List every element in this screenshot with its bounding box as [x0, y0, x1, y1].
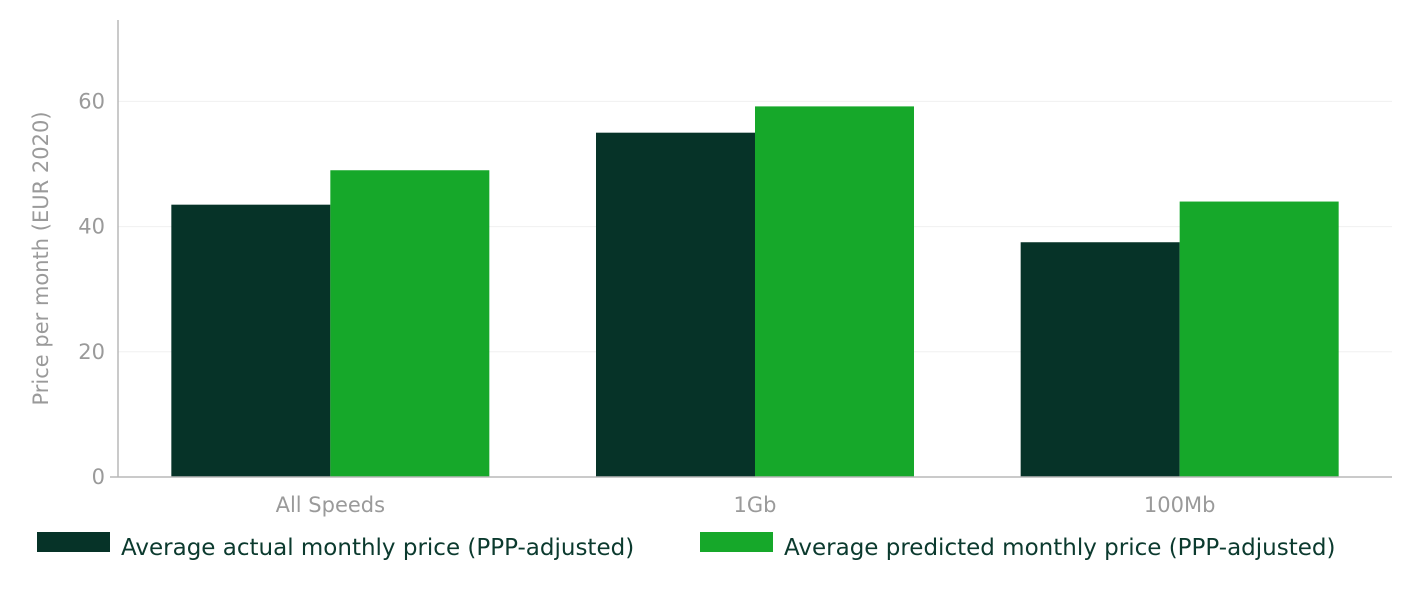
x-tick-label: 100Mb	[1144, 493, 1216, 517]
x-tick-label: All Speeds	[276, 493, 385, 517]
y-tick-label: 0	[92, 465, 105, 489]
bar-predicted-0	[330, 170, 490, 477]
legend-label-actual: Average actual monthly price (PPP-adjust…	[121, 535, 634, 561]
y-tick-labels: 0 20 40 60	[78, 89, 105, 489]
y-tick-label: 60	[78, 89, 105, 113]
bar-predicted-1	[755, 106, 914, 477]
bar-actual-0	[171, 204, 331, 477]
bar-actual-2	[1020, 242, 1180, 477]
x-tick-labels: All Speeds 1Gb 100Mb	[276, 493, 1216, 517]
y-axis-title: Price per month (EUR 2020)	[29, 111, 53, 405]
bar-actual-1	[596, 132, 755, 477]
y-tick-label: 40	[78, 215, 105, 239]
legend-label-predicted: Average predicted monthly price (PPP-adj…	[784, 535, 1335, 561]
legend-swatch-actual	[37, 532, 110, 552]
legend-swatch-predicted	[700, 532, 773, 552]
bars	[171, 106, 1339, 477]
y-tick-label: 20	[78, 340, 105, 364]
x-tick-label: 1Gb	[734, 493, 777, 517]
bar-predicted-2	[1179, 201, 1339, 477]
legend: Average actual monthly price (PPP-adjust…	[37, 532, 1335, 561]
